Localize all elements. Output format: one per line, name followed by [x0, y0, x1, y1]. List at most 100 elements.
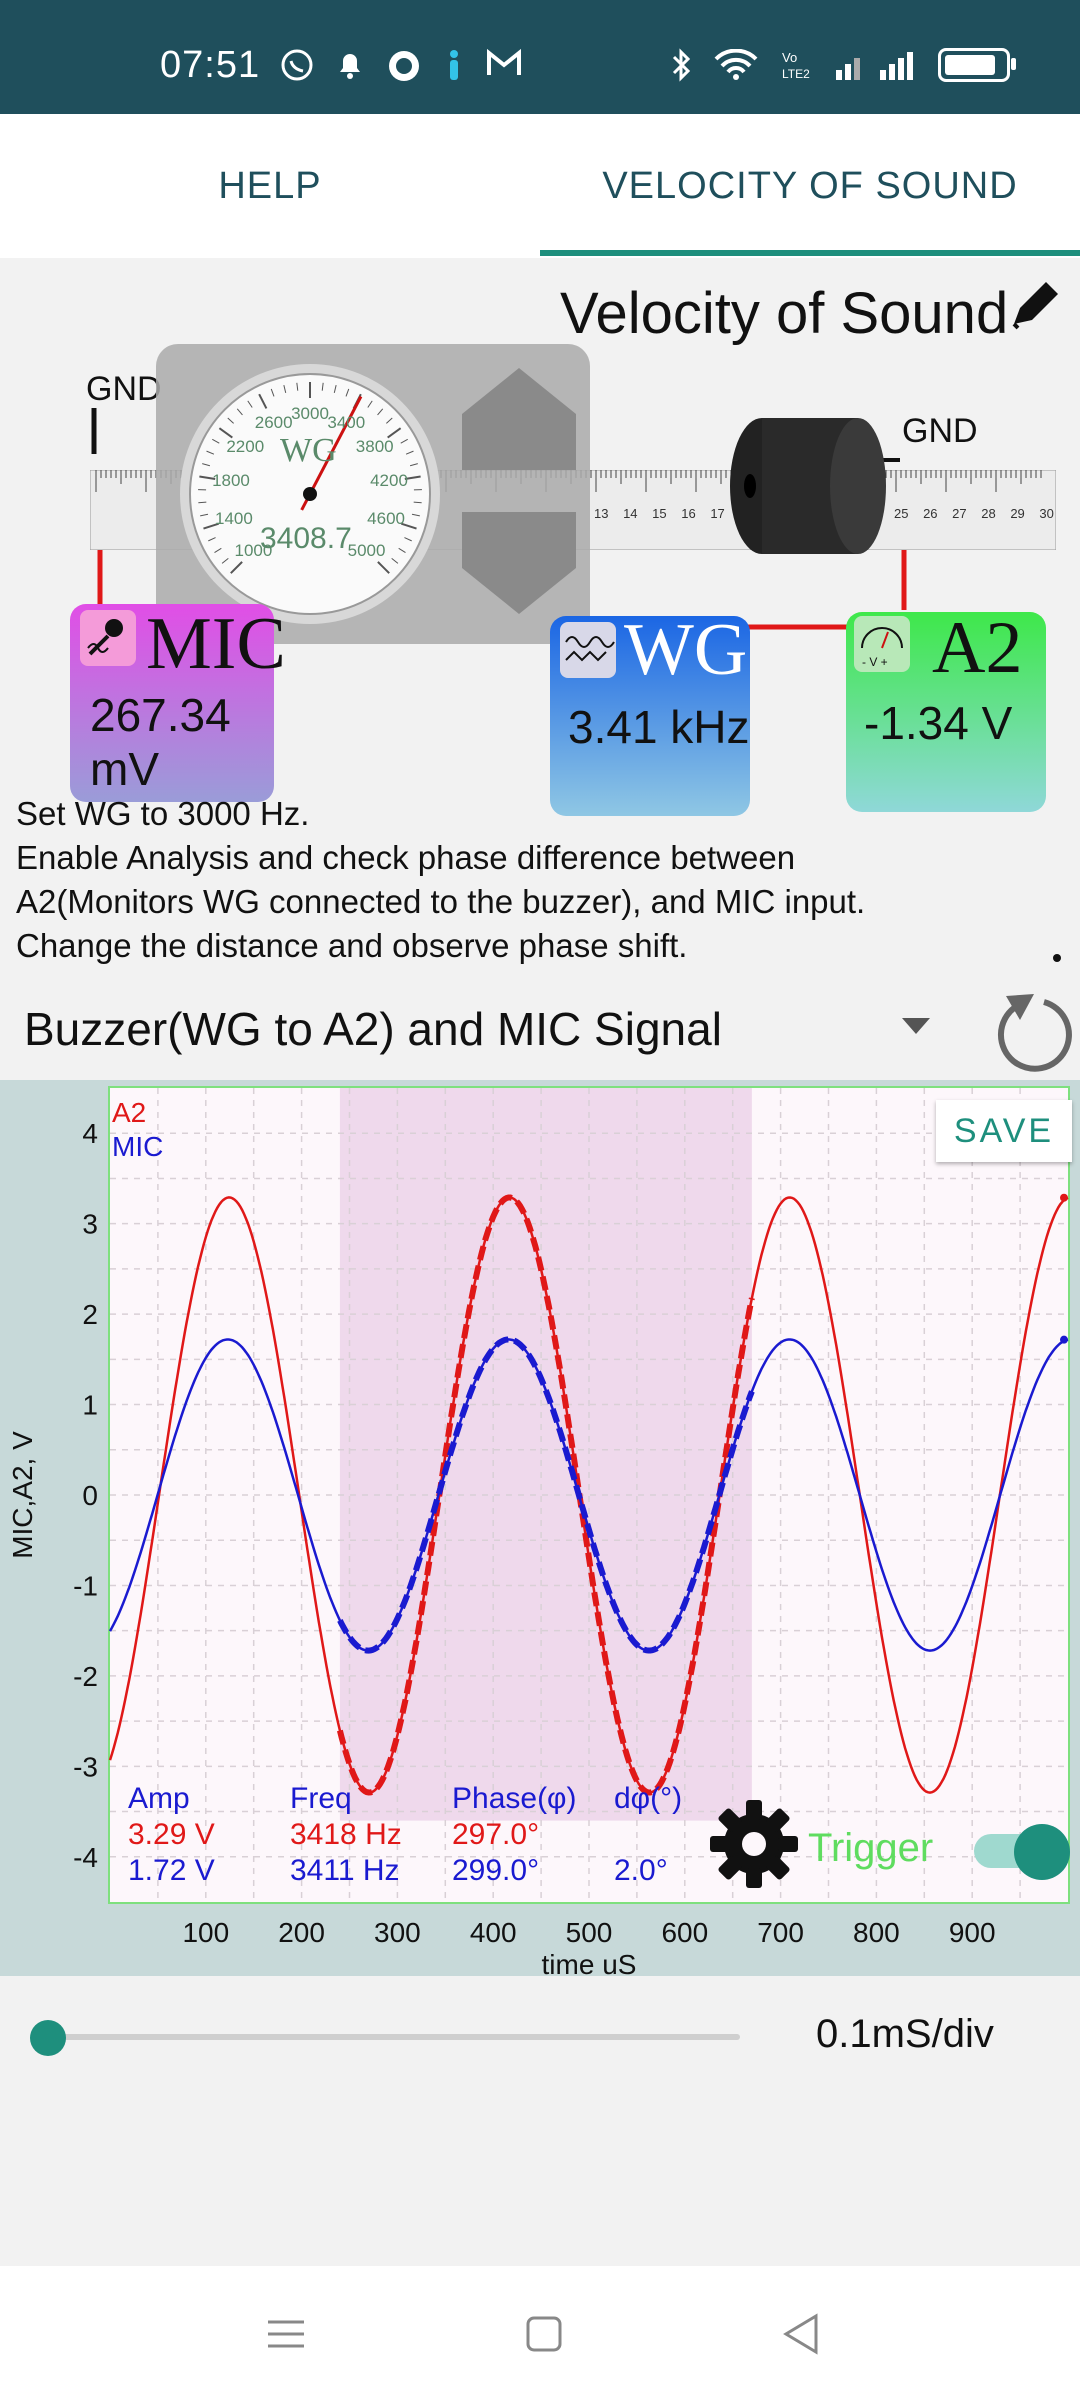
active-tab-indicator — [540, 250, 1080, 256]
back-icon[interactable] — [778, 2310, 826, 2358]
gauge-tick-label: 4200 — [370, 471, 408, 491]
tab-bar: HELP VELOCITY OF SOUND — [0, 114, 1080, 258]
svg-text:LTE2: LTE2 — [782, 67, 810, 81]
status-bar: 07:51 Vo LTE2 — [0, 0, 1080, 114]
stat-header-amp: Amp — [128, 1782, 190, 1815]
gmail-icon — [487, 48, 521, 75]
ruler-number: 30 — [1039, 506, 1054, 521]
wave-icon — [560, 622, 616, 678]
x-tick-label: 500 — [566, 1917, 613, 1948]
ruler-number: 29 — [1010, 506, 1025, 521]
ruler-number: 16 — [681, 506, 696, 521]
legend-a2: A2 — [112, 1097, 146, 1128]
home-icon[interactable] — [520, 2310, 568, 2358]
gear-icon[interactable] — [706, 1796, 802, 1892]
y-axis-label: MIC,A2, V — [7, 1431, 38, 1559]
reset-icon[interactable] — [986, 986, 1078, 1078]
signal-select-value: Buzzer(WG to A2) and MIC Signal — [24, 1003, 722, 1055]
ruler-number: 15 — [652, 506, 667, 521]
analysis-window[interactable] — [339, 1088, 752, 1821]
y-tick-label: 1 — [82, 1390, 98, 1421]
series-mic-end-marker — [1060, 1335, 1068, 1344]
gauge-tick-label: 1000 — [234, 540, 273, 560]
svg-text:Vo: Vo — [782, 50, 797, 65]
bell-icon — [340, 54, 360, 79]
decrease-button[interactable] — [458, 508, 580, 618]
a2-icon-text: - V + — [862, 655, 888, 669]
navigation-bar — [0, 2266, 1080, 2400]
stat-header-phase: Phase(φ) — [452, 1782, 577, 1815]
gauge-tick-label: 2600 — [254, 412, 293, 432]
timebase-slider[interactable] — [30, 2016, 740, 2056]
chevron-down-icon — [902, 1018, 930, 1034]
gauge-tick-label: 2200 — [226, 436, 265, 456]
record-icon — [389, 51, 419, 81]
stat-mic-freq: 3411 Hz — [290, 1854, 400, 1887]
instructions: Set WG to 3000 Hz. Enable Analysis and c… — [16, 792, 1056, 968]
stat-header-dphi: dφ(°) — [614, 1782, 683, 1815]
edit-pencil-icon[interactable] — [1006, 276, 1066, 336]
wg-box[interactable]: WG 3.41 kHz — [550, 609, 750, 816]
tab-velocity-of-sound[interactable]: VELOCITY OF SOUND — [602, 164, 1018, 207]
gauge-tick-label: 5000 — [347, 540, 386, 560]
ruler-number: 17 — [710, 506, 725, 521]
x-tick-label: 400 — [470, 1917, 517, 1948]
gauge-reading: 3408.7 — [260, 522, 352, 555]
mic-icon — [80, 610, 136, 666]
grid — [110, 1088, 1068, 1902]
instruction-line: Set WG to 3000 Hz. — [16, 795, 310, 832]
series-mic-fit — [337, 1336, 755, 1654]
ruler-number: 26 — [923, 506, 938, 521]
mic-box[interactable]: MIC 267.34 mV — [70, 603, 286, 802]
timebase-label: 0.1mS/div — [816, 2012, 994, 2056]
status-time: 07:51 — [160, 44, 261, 86]
ruler-number: 13 — [594, 506, 609, 521]
increase-button[interactable] — [458, 364, 580, 474]
x-tick-label: 900 — [949, 1917, 996, 1948]
toggle-knob — [1014, 1824, 1070, 1880]
x-tick-label: 600 — [661, 1917, 708, 1948]
x-tick-label: 100 — [182, 1917, 229, 1948]
stat-a2-amp: 3.29 V — [128, 1818, 215, 1851]
experiment-diagram: GND GND 13 14 15 16 17 25 26 27 28 29 30… — [0, 320, 1080, 820]
gauge-label: WG — [280, 432, 337, 469]
legend-mic: MIC — [112, 1131, 163, 1162]
buzzer-image — [730, 418, 886, 554]
y-tick-label: -2 — [73, 1661, 98, 1692]
wg-value: 3.41 kHz — [568, 701, 750, 753]
a2-box[interactable]: - V + A2 -1.34 V — [846, 607, 1046, 812]
menu-icon[interactable] — [262, 2310, 310, 2358]
a2-value: -1.34 V — [864, 697, 1013, 749]
x-axis-label: time uS — [542, 1949, 637, 1980]
volte-icon: Vo LTE2 — [782, 50, 810, 81]
wg-title: WG — [624, 609, 748, 691]
ruler-number: 28 — [981, 506, 996, 521]
mic-title: MIC — [146, 603, 286, 685]
ruler-number: 27 — [952, 506, 967, 521]
y-tick-label: -1 — [73, 1570, 98, 1601]
y-tick-label: 0 — [82, 1480, 98, 1511]
gauge-tick-label: 3400 — [327, 412, 366, 432]
stat-mic-amp: 1.72 V — [128, 1854, 215, 1887]
signal-select[interactable]: Buzzer(WG to A2) and MIC Signal — [0, 990, 1080, 1070]
trigger-toggle[interactable] — [974, 1824, 1070, 1880]
y-tick-label: 3 — [82, 1209, 98, 1240]
x-tick-label: 700 — [757, 1917, 804, 1948]
wg-gauge-dial[interactable] — [176, 360, 444, 628]
stat-mic-phase: 299.0° — [452, 1854, 540, 1887]
ruler-number: 25 — [894, 506, 909, 521]
tab-help[interactable]: HELP — [218, 164, 322, 207]
a2-title: A2 — [932, 607, 1023, 689]
trigger-label: Trigger — [808, 1826, 934, 1870]
gauge-tick-label: 4600 — [367, 508, 405, 528]
gauge-tick-label: 3000 — [291, 404, 329, 423]
instruction-line: Enable Analysis and check phase differen… — [16, 839, 796, 876]
gauge-tick-label: 1400 — [214, 508, 253, 528]
whatsapp-icon — [281, 49, 313, 81]
gnd-right-label: GND — [902, 412, 978, 450]
gauge-tick-label: 3800 — [355, 436, 394, 456]
y-tick-label: 4 — [82, 1118, 98, 1149]
stat-a2-phase: 297.0° — [452, 1818, 540, 1851]
save-button[interactable]: SAVE — [936, 1100, 1072, 1162]
slider-thumb[interactable] — [30, 2020, 66, 2056]
